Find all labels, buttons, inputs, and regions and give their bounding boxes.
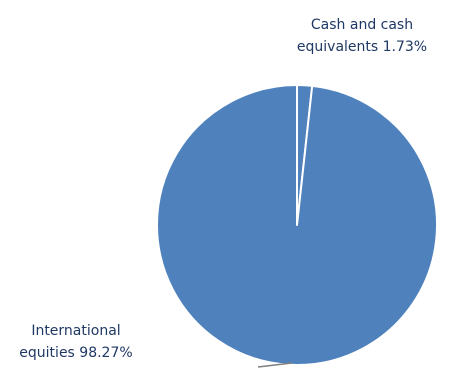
data-label-cash: Cash and cash equivalents 1.73%	[296, 14, 428, 58]
data-label-cash-line2: equivalents 1.73%	[296, 39, 428, 55]
pie-slices	[156, 84, 438, 366]
leader-lines	[257, 362, 293, 368]
data-label-international-line2: equities 98.27%	[19, 345, 133, 361]
pie-slice-international	[156, 84, 438, 366]
data-label-international: International equities 98.27%	[6, 320, 146, 364]
data-label-cash-line1: Cash and cash	[310, 17, 414, 33]
leader-line-international	[257, 362, 293, 368]
data-label-international-line1: International	[31, 323, 121, 339]
